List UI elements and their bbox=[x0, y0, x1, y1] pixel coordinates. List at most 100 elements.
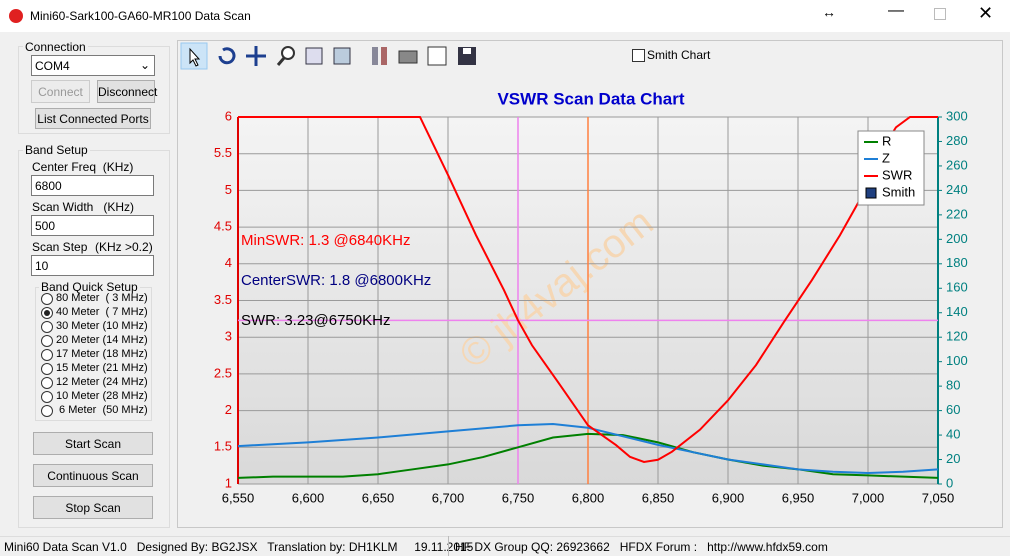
y2-tick-label: 280 bbox=[946, 133, 968, 148]
preview-tool[interactable] bbox=[427, 46, 447, 66]
status-right: HF DX Group QQ: 26923662 HFDX Forum : ht… bbox=[455, 540, 828, 554]
field-hint: (KHz >0.2) bbox=[95, 240, 153, 254]
window-title: Mini60-Sark100-GA60-MR100 Data Scan bbox=[30, 9, 251, 23]
field-label: Scan Step bbox=[32, 240, 88, 254]
y-tick-label: 5 bbox=[225, 182, 232, 197]
y-tick-label: 6 bbox=[225, 108, 232, 123]
y2-tick-label: 300 bbox=[946, 108, 968, 123]
continuous-scan-button[interactable]: Continuous Scan bbox=[33, 464, 153, 487]
legend-label: SWR bbox=[882, 167, 912, 182]
radio-label: 15 Meter (21 MHz) bbox=[56, 362, 148, 374]
annotation: CenterSWR: 1.8 @6800KHz bbox=[241, 272, 431, 289]
x-tick-label: 6,550 bbox=[222, 490, 255, 505]
field-label: Scan Width (KHz) bbox=[32, 200, 135, 214]
status-divider bbox=[448, 536, 449, 556]
radio-button[interactable] bbox=[41, 321, 53, 333]
radio-button[interactable] bbox=[41, 349, 53, 361]
y2-tick-label: 140 bbox=[946, 304, 968, 319]
close[interactable]: ✕ bbox=[978, 3, 994, 23]
y2-tick-label: 40 bbox=[946, 427, 960, 442]
group-label: Band Quick Setup bbox=[39, 280, 140, 294]
y-tick-label: 5.5 bbox=[214, 145, 232, 160]
radio-label: 10 Meter (28 MHz) bbox=[56, 390, 148, 402]
y-tick-label: 1.5 bbox=[214, 439, 232, 454]
y2-tick-label: 260 bbox=[946, 157, 968, 172]
start-scan-button[interactable]: Start Scan bbox=[33, 432, 153, 455]
smith-checkbox[interactable] bbox=[632, 49, 645, 62]
radio-button[interactable] bbox=[41, 405, 53, 417]
settings-tool bbox=[381, 47, 387, 65]
radio-label: 40 Meter ( 7 MHz) bbox=[56, 306, 148, 318]
x-tick-label: 6,650 bbox=[362, 490, 395, 505]
radio-button[interactable] bbox=[41, 363, 53, 375]
y2-tick-label: 180 bbox=[946, 255, 968, 270]
smith-label: Smith Chart bbox=[647, 48, 711, 62]
annotation: SWR: 3.23@6750KHz bbox=[241, 312, 390, 329]
title-bar bbox=[0, 0, 1010, 32]
radio-button[interactable] bbox=[41, 377, 53, 389]
x-tick-label: 6,750 bbox=[502, 490, 535, 505]
undo-tool[interactable] bbox=[218, 47, 236, 65]
y2-tick-label: 240 bbox=[946, 182, 968, 197]
data-tool[interactable] bbox=[333, 47, 351, 65]
y-tick-label: 4.5 bbox=[214, 219, 232, 234]
legend-swatch bbox=[865, 187, 877, 199]
list-ports-button[interactable]: List Connected Ports bbox=[35, 108, 151, 129]
pointer-icon bbox=[189, 47, 201, 67]
x-tick-label: 6,700 bbox=[432, 490, 465, 505]
port-select[interactable]: COM4 bbox=[31, 55, 155, 76]
legend-label: Z bbox=[882, 150, 890, 165]
pan-tool[interactable] bbox=[246, 46, 266, 66]
radio-button[interactable] bbox=[41, 293, 53, 305]
scan-step-input[interactable]: 10 bbox=[31, 255, 154, 276]
status-left: Mini60 Data Scan V1.0 Designed By: BG2JS… bbox=[4, 540, 474, 554]
connect-button[interactable]: Connect bbox=[31, 80, 90, 103]
settings-tool[interactable] bbox=[372, 47, 378, 65]
center-freq-input[interactable]: 6800 bbox=[31, 175, 154, 196]
save-tool[interactable] bbox=[458, 47, 476, 65]
legend-label: Smith bbox=[882, 184, 915, 199]
y2-tick-label: 220 bbox=[946, 206, 968, 221]
dropdown-arrow[interactable]: ⌄ bbox=[140, 58, 151, 72]
chart-title: VSWR Scan Data Chart bbox=[497, 89, 684, 108]
y2-tick-label: 80 bbox=[946, 378, 960, 393]
radio-button[interactable] bbox=[41, 391, 53, 403]
y2-tick-label: 200 bbox=[946, 231, 968, 246]
y-tick-label: 2.5 bbox=[214, 365, 232, 380]
y-tick-label: 3 bbox=[225, 329, 232, 344]
x-tick-label: 6,600 bbox=[292, 490, 325, 505]
x-tick-label: 6,900 bbox=[712, 490, 745, 505]
disconnect-button[interactable]: Disconnect bbox=[97, 80, 157, 103]
legend-label: R bbox=[882, 133, 891, 148]
field-label: Center Freq (KHz) bbox=[32, 160, 134, 174]
connection-group bbox=[18, 46, 170, 134]
scan-width-input[interactable]: 500 bbox=[31, 215, 154, 236]
export-tool[interactable] bbox=[305, 47, 323, 65]
group-label: Band Setup bbox=[23, 143, 90, 157]
radio-label: 12 Meter (24 MHz) bbox=[56, 376, 148, 388]
radio-button[interactable] bbox=[41, 307, 53, 319]
x-tick-label: 7,000 bbox=[852, 490, 885, 505]
radio-button[interactable] bbox=[41, 335, 53, 347]
print-tool[interactable] bbox=[398, 50, 418, 64]
maximize[interactable] bbox=[934, 8, 946, 20]
y2-tick-label: 20 bbox=[946, 451, 960, 466]
minimize[interactable]: — bbox=[888, 2, 904, 19]
y-tick-label: 1 bbox=[225, 475, 232, 490]
y2-tick-label: 100 bbox=[946, 353, 968, 368]
x-tick-label: 6,850 bbox=[642, 490, 675, 505]
y-tick-label: 2 bbox=[225, 402, 232, 417]
stop-scan-button[interactable]: Stop Scan bbox=[33, 496, 153, 519]
y2-tick-label: 160 bbox=[946, 280, 968, 295]
status-bar bbox=[0, 536, 1010, 556]
app-icon bbox=[9, 9, 23, 23]
zoom-tool[interactable] bbox=[281, 46, 295, 60]
y2-tick-label: 120 bbox=[946, 329, 968, 344]
y-tick-label: 4 bbox=[225, 255, 232, 270]
radio-label: 80 Meter ( 3 MHz) bbox=[56, 292, 148, 304]
radio-label: 30 Meter (10 MHz) bbox=[56, 320, 148, 332]
x-tick-label: 7,050 bbox=[922, 490, 955, 505]
resize-icon[interactable]: ↔ bbox=[822, 4, 836, 20]
